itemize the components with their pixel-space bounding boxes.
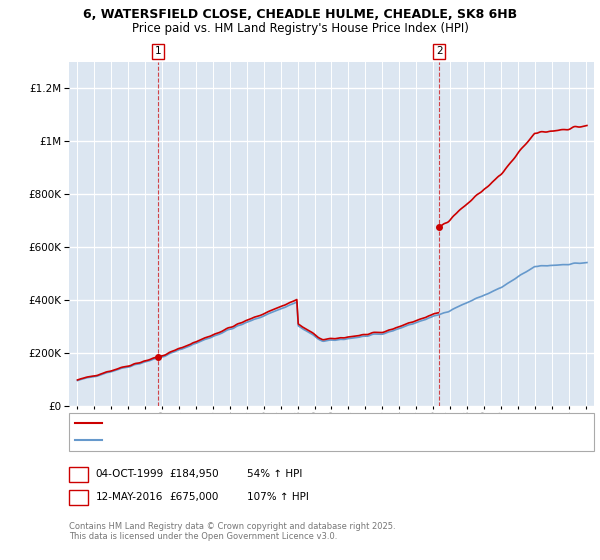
Text: £675,000: £675,000 bbox=[169, 492, 218, 502]
Text: £184,950: £184,950 bbox=[169, 469, 219, 479]
Text: 1: 1 bbox=[75, 469, 82, 479]
Text: 107% ↑ HPI: 107% ↑ HPI bbox=[247, 492, 309, 502]
Text: 2: 2 bbox=[436, 46, 443, 57]
Text: 04-OCT-1999: 04-OCT-1999 bbox=[95, 469, 164, 479]
Text: Price paid vs. HM Land Registry's House Price Index (HPI): Price paid vs. HM Land Registry's House … bbox=[131, 22, 469, 35]
Text: 2: 2 bbox=[75, 492, 82, 502]
Text: Contains HM Land Registry data © Crown copyright and database right 2025.
This d: Contains HM Land Registry data © Crown c… bbox=[69, 522, 395, 542]
Text: 6, WATERSFIELD CLOSE, CHEADLE HULME, CHEADLE, SK8 6HB (detached house): 6, WATERSFIELD CLOSE, CHEADLE HULME, CHE… bbox=[108, 418, 503, 428]
Text: 12-MAY-2016: 12-MAY-2016 bbox=[95, 492, 163, 502]
Text: 1: 1 bbox=[155, 46, 161, 57]
Text: 54% ↑ HPI: 54% ↑ HPI bbox=[247, 469, 302, 479]
Text: 6, WATERSFIELD CLOSE, CHEADLE HULME, CHEADLE, SK8 6HB: 6, WATERSFIELD CLOSE, CHEADLE HULME, CHE… bbox=[83, 8, 517, 21]
Text: HPI: Average price, detached house, Stockport: HPI: Average price, detached house, Stoc… bbox=[108, 435, 336, 445]
